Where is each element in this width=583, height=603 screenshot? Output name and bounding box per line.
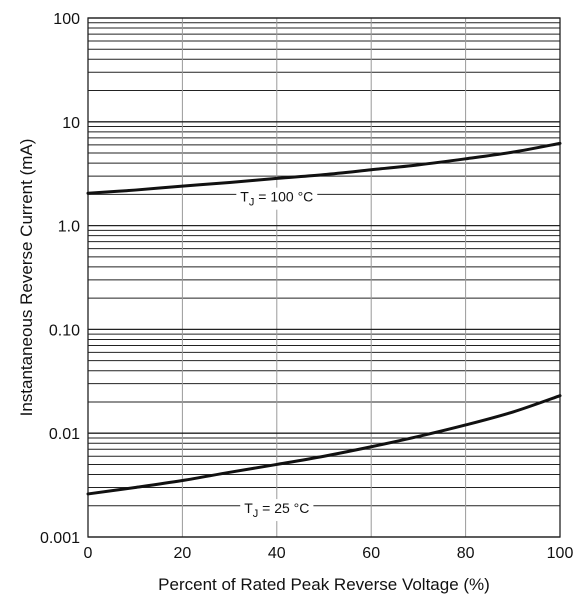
curve-label-background bbox=[236, 187, 318, 210]
curve-label-background bbox=[240, 499, 314, 522]
y-axis-label: Instantaneous Reverse Current (mA) bbox=[17, 139, 36, 417]
curve-label: TJ = 25 °C bbox=[244, 500, 309, 520]
curve-label-subscript: J bbox=[249, 197, 255, 209]
curve-label: TJ = 100 °C bbox=[240, 189, 313, 209]
y-tick-label: 10 bbox=[62, 115, 80, 132]
y-tick-label: 100 bbox=[53, 11, 80, 28]
series-line-tj-100c bbox=[86, 141, 562, 195]
x-tick-label: 0 bbox=[84, 545, 93, 562]
x-axis-label: Percent of Rated Peak Reverse Voltage (%… bbox=[158, 575, 490, 594]
y-tick-label: 0.10 bbox=[49, 322, 80, 339]
plot-frame bbox=[87, 17, 561, 538]
series-line-tj-25c bbox=[86, 394, 562, 496]
curve-label-rest: = 25 °C bbox=[258, 500, 309, 516]
x-tick-labels: 0 20 40 60 80 100 bbox=[84, 545, 574, 562]
major-gridlines bbox=[88, 17, 560, 538]
x-tick-label: 100 bbox=[547, 545, 574, 562]
series-curves bbox=[86, 141, 562, 496]
curve-label-subscript: J bbox=[253, 508, 259, 520]
y-tick-label: 0.001 bbox=[40, 530, 80, 547]
curve-label-rest: = 100 °C bbox=[254, 189, 313, 205]
curve-label-main: T bbox=[240, 189, 249, 205]
curve-labels: TJ = 100 °CTJ = 25 °C bbox=[236, 187, 318, 522]
y-tick-labels: 0.001 0.01 0.10 1.0 10 100 bbox=[40, 11, 80, 547]
x-tick-label: 80 bbox=[457, 545, 475, 562]
x-tick-label: 20 bbox=[174, 545, 192, 562]
curve-label-main: T bbox=[244, 500, 253, 516]
y-tick-label: 1.0 bbox=[58, 219, 80, 236]
minor-gridlines bbox=[87, 18, 561, 537]
y-tick-label: 0.01 bbox=[49, 426, 80, 443]
x-tick-label: 40 bbox=[268, 545, 286, 562]
x-tick-label: 60 bbox=[362, 545, 380, 562]
